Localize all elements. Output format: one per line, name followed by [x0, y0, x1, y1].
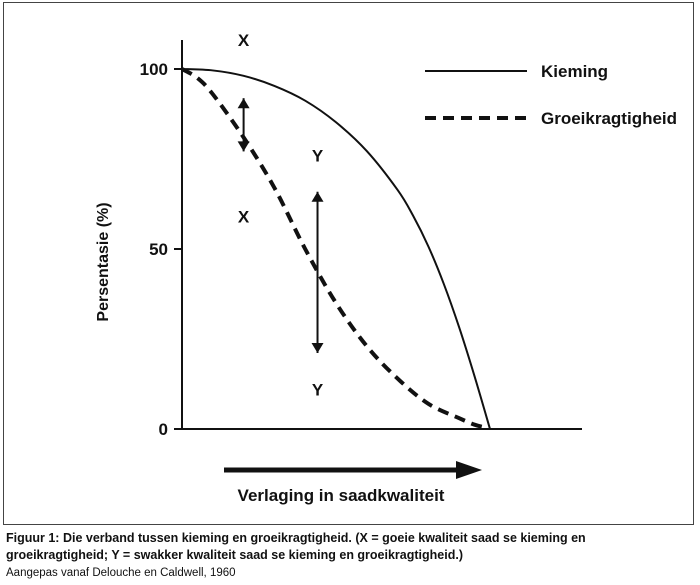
- annotation-x: X: [238, 31, 250, 50]
- annotation-x: X: [238, 208, 250, 227]
- direction-arrow-head: [456, 461, 482, 479]
- legend-label-kieming: Kieming: [541, 62, 608, 81]
- y-axis-label: Persentasie (%): [95, 202, 112, 321]
- legend-label-groeikragtigheid: Groeikragtigheid: [541, 109, 677, 128]
- caption-line-2: groeikragtigheid; Y = swakker kwaliteit …: [6, 548, 463, 562]
- figure-frame: [3, 2, 694, 525]
- arrow-head-down: [237, 141, 250, 152]
- arrow-head-down: [311, 343, 324, 353]
- caption-line-1: Figuur 1: Die verband tussen kieming en …: [6, 531, 586, 545]
- series-groeikragtigheid-line: [180, 67, 488, 430]
- y-tick-label: 100: [140, 60, 168, 79]
- series-kieming-line: [181, 68, 491, 430]
- caption-source: Aangepas vanaf Delouche en Caldwell, 196…: [6, 567, 236, 579]
- arrow-head-up: [237, 98, 250, 109]
- y-tick-label: 50: [149, 240, 168, 259]
- figure-caption: Figuur 1: Die verband tussen kieming en …: [6, 530, 696, 564]
- chart-svg: 100 50 0 X X Y Y Kieming Groeikragtigheid Pers…: [95, 31, 677, 505]
- arrow-head-up: [311, 191, 324, 202]
- annotation-y: Y: [312, 146, 324, 165]
- annotation-y: Y: [312, 380, 324, 399]
- x-axis-label: Verlaging in saadkwaliteit: [238, 486, 445, 505]
- y-tick-label: 0: [159, 420, 168, 439]
